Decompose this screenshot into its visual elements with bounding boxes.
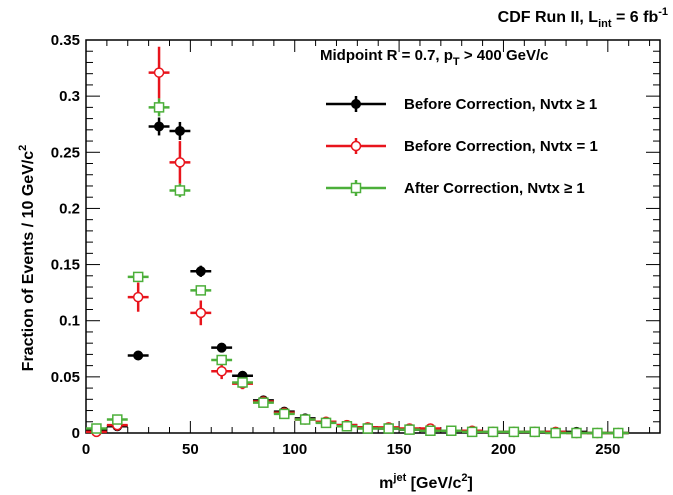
data-point xyxy=(174,125,185,136)
y-tick-label: 0.2 xyxy=(59,200,80,217)
data-point xyxy=(299,414,311,425)
legend-title: Midpoint R = 0.7, pT > 400 GeV/c xyxy=(320,47,548,68)
y-tick-label: 0.1 xyxy=(59,313,80,330)
x-axis-label: mjet [GeV/c2] xyxy=(379,472,473,492)
data-point xyxy=(195,307,207,319)
data-point xyxy=(550,427,561,439)
x-tick-label: 200 xyxy=(491,441,516,458)
data-series xyxy=(86,46,629,439)
data-point xyxy=(341,421,353,432)
x-tick-label: 100 xyxy=(282,441,307,458)
data-point xyxy=(466,426,478,438)
data-point xyxy=(132,291,144,303)
y-tick-label: 0.35 xyxy=(51,32,80,49)
data-point xyxy=(404,424,415,435)
data-point xyxy=(508,426,520,438)
y-axis-label: Fraction of Events / 10 GeV/c2 xyxy=(17,145,37,372)
legend-entry-1: Before Correction, Nvtx ≥ 1 xyxy=(326,96,597,113)
data-point xyxy=(529,426,541,438)
data-point xyxy=(613,427,624,439)
data-point xyxy=(571,427,582,439)
legend-label: Before Correction, Nvtx = 1 xyxy=(404,138,598,155)
legend-marker xyxy=(350,182,362,194)
legend-entry-2: Before Correction, Nvtx = 1 xyxy=(326,138,598,155)
data-point xyxy=(91,423,102,434)
data-point xyxy=(487,426,499,438)
data-point xyxy=(279,408,290,420)
legend-marker xyxy=(351,99,361,109)
legend-label: After Correction, Nvtx ≥ 1 xyxy=(404,180,585,197)
data-point xyxy=(237,377,248,388)
legend: Midpoint R = 0.7, pT > 400 GeV/c Before … xyxy=(320,47,598,197)
run-label: CDF Run II, Lint = 6 fb-1 xyxy=(498,6,668,30)
y-tick-label: 0.15 xyxy=(51,257,80,274)
legend-marker xyxy=(350,140,362,152)
data-point xyxy=(174,185,186,196)
x-tick-label: 50 xyxy=(182,441,199,458)
x-tick-label: 0 xyxy=(82,441,90,458)
data-point xyxy=(216,365,227,377)
data-point xyxy=(174,157,186,168)
data-point xyxy=(446,425,457,437)
data-point xyxy=(216,342,227,353)
data-point xyxy=(258,397,269,408)
data-point xyxy=(112,414,123,425)
y-tick-label: 0.3 xyxy=(59,88,80,105)
legend-entry-3: After Correction, Nvtx ≥ 1 xyxy=(326,180,585,197)
x-tick-label: 150 xyxy=(387,441,412,458)
y-tick-label: 0.05 xyxy=(51,369,80,386)
data-point xyxy=(132,271,144,283)
data-point xyxy=(133,350,144,361)
data-point xyxy=(320,417,332,429)
data-point xyxy=(425,425,436,437)
x-tick-label: 250 xyxy=(595,441,620,458)
data-point xyxy=(592,427,603,439)
y-tick-label: 0 xyxy=(72,425,80,442)
data-point xyxy=(195,266,206,277)
data-point xyxy=(153,102,165,113)
data-point xyxy=(195,285,207,296)
data-point xyxy=(362,423,374,434)
series-3 xyxy=(86,98,629,439)
series-1 xyxy=(86,117,629,438)
data-point xyxy=(153,67,165,78)
y-tick-label: 0.25 xyxy=(51,144,80,161)
data-point xyxy=(216,354,227,366)
data-point xyxy=(383,423,394,434)
legend-entries: Before Correction, Nvtx ≥ 1 Before Correc… xyxy=(326,96,598,197)
legend-label: Before Correction, Nvtx ≥ 1 xyxy=(404,96,597,113)
data-point xyxy=(154,121,165,132)
